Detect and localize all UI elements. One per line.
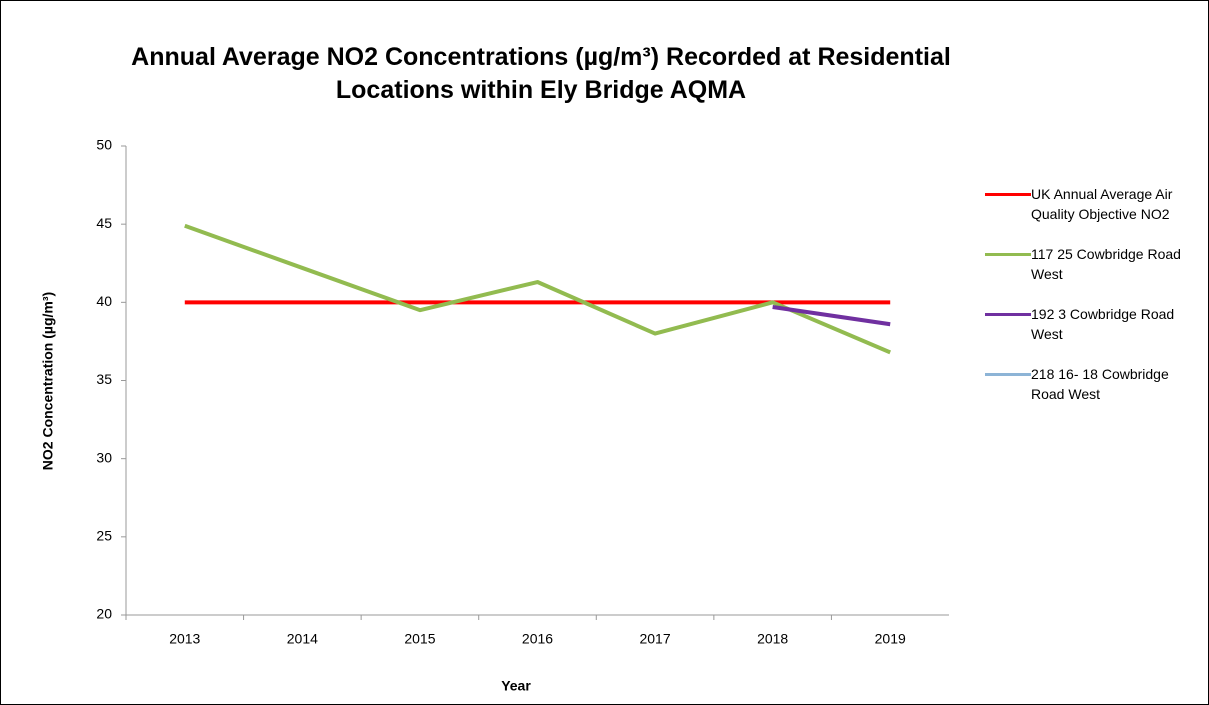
legend-label: 192 3 Cowbridge Road West	[1031, 306, 1175, 342]
legend-entry: 218 16- 18 Cowbridge Road West	[985, 364, 1206, 404]
x-tick-label: 2015	[404, 631, 435, 647]
chart-title: Annual Average NO2 Concentrations (µg/m³…	[131, 43, 951, 104]
legend-entry: UK Annual Average Air Quality Objective …	[985, 184, 1206, 224]
x-tick-label: 2019	[875, 631, 906, 647]
x-tick-label: 2016	[522, 631, 553, 647]
legend-swatch	[985, 253, 1031, 256]
legend-entry: 117 25 Cowbridge Road West	[985, 244, 1206, 284]
y-axis-label: NO2 Concentration (µg/m³)	[40, 292, 56, 470]
y-tick-label: 45	[96, 215, 112, 231]
x-tick-label: 2013	[169, 631, 200, 647]
y-tick-label: 35	[96, 371, 112, 387]
legend-swatch	[985, 373, 1031, 376]
x-axis-label: Year	[501, 678, 531, 694]
series-line	[184, 223, 891, 355]
legend-label: UK Annual Average Air Quality Objective …	[1031, 186, 1173, 222]
legend-label: 117 25 Cowbridge Road West	[1031, 246, 1181, 282]
x-tick-label: 2014	[287, 631, 318, 647]
series-line	[772, 305, 891, 327]
legend-swatch	[985, 313, 1031, 316]
legend-label: 218 16- 18 Cowbridge Road West	[1031, 366, 1169, 402]
x-tick-label: 2017	[639, 631, 670, 647]
x-tick-label: 2018	[757, 631, 788, 647]
y-tick-label: 50	[96, 137, 112, 153]
y-tick-label: 30	[96, 449, 112, 465]
legend-entry: 192 3 Cowbridge Road West	[985, 304, 1206, 344]
y-tick-label: 20	[96, 606, 112, 622]
y-tick-label: 25	[96, 528, 112, 544]
y-tick-label: 40	[96, 293, 112, 309]
legend-swatch	[985, 193, 1031, 196]
